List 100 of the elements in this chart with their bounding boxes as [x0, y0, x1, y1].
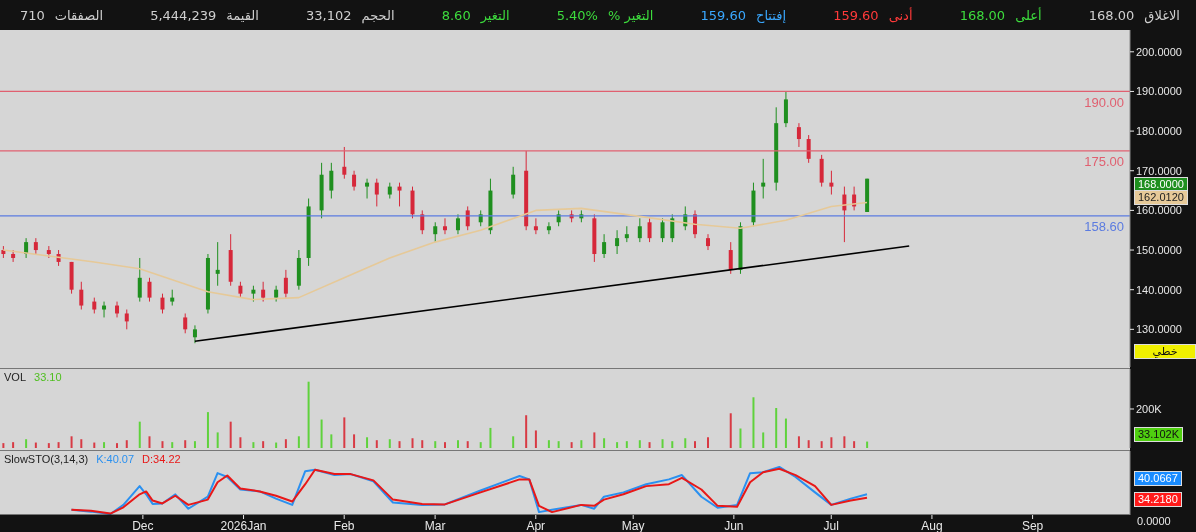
text: التغير — [480, 7, 510, 23]
candlestick — [783, 90, 788, 128]
bar — [47, 443, 50, 448]
candlestick — [124, 309, 129, 330]
candlestick — [806, 134, 811, 164]
candlestick — [546, 221, 551, 235]
series-label: K:40.07 — [96, 453, 135, 465]
text: خطي — [1134, 344, 1196, 359]
y-tick-label: 130.0000 — [1136, 323, 1182, 336]
ref-line-label: 158.60 — [1084, 219, 1124, 235]
bar — [330, 434, 333, 448]
candlestick — [637, 217, 642, 243]
bar — [375, 440, 378, 448]
ref-line-label: 190.00 — [1084, 94, 1124, 110]
bar — [466, 441, 469, 448]
bar — [479, 442, 482, 448]
candlestick — [433, 221, 438, 243]
bar — [34, 442, 37, 448]
bar — [625, 441, 628, 448]
bar — [616, 442, 619, 448]
x-tick-label: Jun — [724, 518, 744, 532]
bar — [807, 440, 810, 448]
bar — [843, 436, 846, 448]
candlestick — [365, 178, 370, 199]
bar — [275, 442, 278, 448]
bar — [297, 436, 300, 448]
bar — [570, 442, 573, 448]
bar — [784, 418, 787, 448]
text: 159.60 — [700, 7, 746, 23]
bar — [284, 439, 287, 448]
candlestick — [215, 241, 220, 287]
y-tick-label: 190.0000 — [1136, 85, 1182, 98]
y-tick-label: 180.0000 — [1136, 125, 1182, 138]
bar — [388, 439, 391, 448]
text: 40.0667 — [1134, 471, 1182, 486]
y-tick-label: 140.0000 — [1136, 283, 1182, 296]
text: القيمة — [226, 7, 259, 23]
candlestick — [183, 312, 188, 334]
bar — [684, 438, 687, 448]
candlestick — [397, 182, 402, 207]
candlestick — [137, 257, 142, 303]
y-tick-label: 200.0000 — [1136, 45, 1182, 58]
line-series — [2, 201, 868, 301]
text: أدنى — [888, 7, 913, 23]
bar — [775, 408, 778, 448]
bar — [421, 440, 424, 448]
bar — [353, 434, 356, 448]
candlestick — [706, 233, 710, 251]
x-tick-label: 2026Jan — [220, 518, 267, 532]
bar — [797, 436, 800, 448]
bar — [694, 441, 697, 448]
bar — [525, 415, 528, 448]
bar — [671, 441, 674, 448]
candlestick — [615, 229, 620, 255]
chart-title: VOL — [4, 371, 27, 383]
text: التغير % — [607, 7, 654, 23]
text: أعلى — [1015, 7, 1042, 23]
candlestick — [283, 269, 288, 299]
x-tick-label: Aug — [921, 518, 943, 532]
bar — [557, 441, 560, 448]
bar — [125, 440, 128, 448]
candlestick — [728, 241, 733, 275]
candlestick — [102, 301, 107, 318]
bar — [648, 442, 651, 448]
bar — [547, 440, 550, 448]
bar — [12, 442, 15, 448]
bar — [193, 441, 196, 448]
text: الاغلاق — [1144, 7, 1180, 23]
bar — [307, 381, 310, 448]
bar — [866, 441, 869, 448]
bar — [830, 437, 833, 448]
bar — [752, 397, 755, 448]
x-tick-label: Apr — [526, 518, 546, 532]
text: 5.40% — [556, 7, 598, 23]
bar — [116, 443, 119, 448]
bar — [239, 437, 242, 448]
text: 33,102 — [306, 7, 352, 23]
bar — [206, 412, 209, 448]
x-tick-label: Feb — [333, 518, 355, 532]
candlestick — [410, 186, 415, 219]
bar — [216, 432, 219, 448]
bar — [320, 419, 323, 448]
bar — [853, 441, 856, 448]
bar — [820, 441, 823, 448]
text: 710 — [20, 7, 45, 23]
y-tick-label: 170.0000 — [1136, 164, 1182, 177]
text: 5,444,239 — [150, 7, 217, 23]
chart-subtitle: 33.10 — [34, 371, 62, 383]
candlestick — [670, 213, 675, 243]
text: إفتتاح — [755, 7, 787, 23]
bar — [603, 438, 606, 448]
bar — [80, 439, 83, 448]
text: 33.102K — [1134, 427, 1183, 442]
bar — [534, 430, 537, 448]
bar — [148, 436, 151, 448]
y-tick-label: 150.0000 — [1136, 243, 1182, 256]
bar — [739, 428, 742, 448]
text: 34.2180 — [1134, 492, 1182, 507]
bar — [184, 440, 187, 448]
bar — [434, 441, 437, 448]
